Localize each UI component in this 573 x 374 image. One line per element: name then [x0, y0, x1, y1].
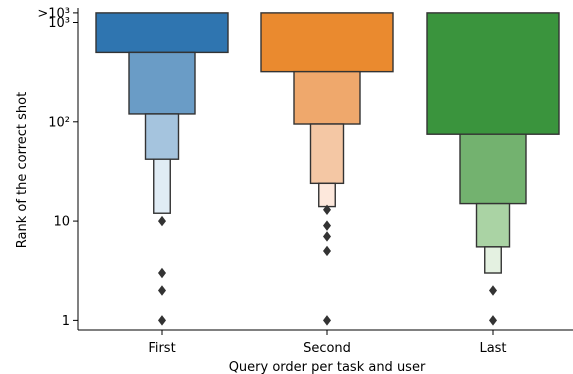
outlier-first-4: [157, 315, 167, 326]
box-first-level-3: [144, 113, 180, 160]
box-last-level-2: [459, 133, 527, 205]
box-first-level-2: [128, 51, 196, 115]
outlier-second-2: [322, 220, 332, 231]
outlier-second-4: [322, 245, 332, 257]
x-tick-label-first: First: [148, 341, 175, 356]
y-tick-label-2: 10: [53, 215, 70, 230]
box-second-level-3: [309, 123, 345, 185]
y-tick-label-4: 10³: [48, 16, 70, 31]
outlier-second-1: [322, 204, 332, 215]
box-second-level-2: [293, 70, 361, 125]
box-last-level-4: [484, 246, 502, 274]
outlier-first-1: [157, 215, 167, 227]
box-first-level-4: [153, 158, 171, 214]
y-tick-label-1: 1: [62, 314, 70, 329]
x-tick-label-last: Last: [479, 341, 506, 356]
x-tick-label-second: Second: [303, 341, 351, 356]
y-axis-label: Rank of the correct shot: [15, 92, 30, 248]
y-tick-label-5: >10³: [37, 6, 70, 21]
box-first-level-1: [95, 12, 229, 54]
box-second-level-1: [260, 12, 394, 73]
box-last-level-3: [475, 202, 511, 248]
box-second-level-4: [318, 182, 336, 208]
box-last-level-1: [426, 12, 560, 135]
outlier-first-2: [157, 267, 167, 279]
axes: 1 10 10² 10³>10³ First Second Last: [37, 6, 573, 356]
outlier-last-1: [488, 285, 498, 296]
x-axis-label: Query order per task and user: [229, 360, 426, 374]
y-tick-label-3: 10²: [48, 115, 70, 130]
outlier-last-2: [488, 315, 498, 326]
plot-area: [95, 12, 560, 326]
outlier-first-3: [157, 285, 167, 296]
outlier-second-3: [322, 231, 332, 242]
outlier-second-5: [322, 315, 332, 326]
